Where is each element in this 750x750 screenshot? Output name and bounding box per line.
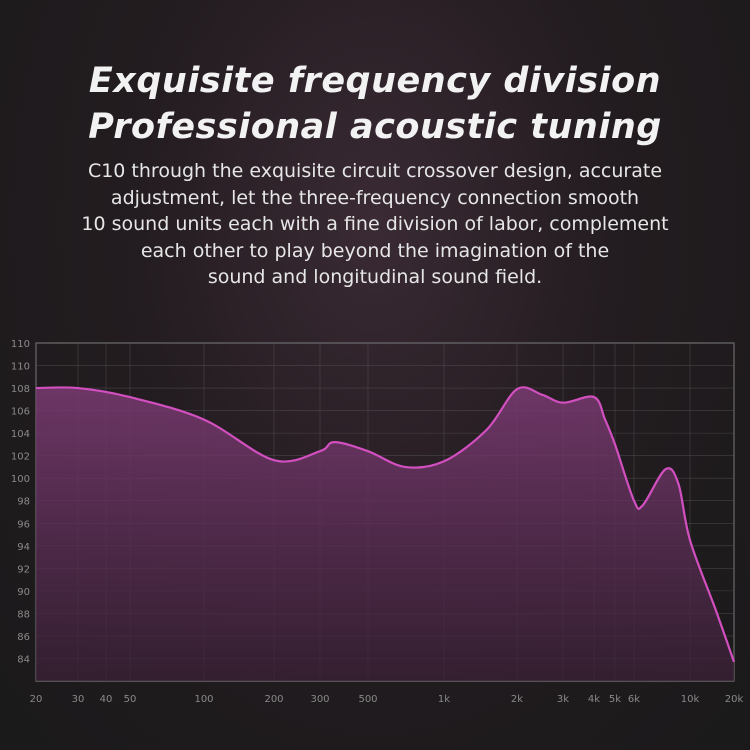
x-tick-label: 5k bbox=[609, 694, 621, 705]
x-tick-label: 20k bbox=[725, 694, 744, 705]
y-tick-label: 84 bbox=[17, 654, 30, 665]
x-tick-label: 30 bbox=[72, 694, 85, 705]
response-curve bbox=[35, 386, 736, 663]
description-line: adjustment, let the three-frequency conn… bbox=[110, 186, 640, 209]
x-tick-label: 40 bbox=[100, 694, 113, 705]
x-tick-label: 2k bbox=[511, 694, 523, 705]
y-tick-label: 98 bbox=[17, 497, 30, 508]
x-tick-label: 500 bbox=[358, 694, 377, 705]
x-tick-label: 20 bbox=[30, 694, 43, 705]
x-tick-label: 3k bbox=[557, 694, 569, 705]
y-tick-label: 90 bbox=[17, 587, 30, 598]
x-tick-label: 300 bbox=[310, 694, 329, 705]
description-line: 10 sound units each with a fine division… bbox=[81, 213, 669, 235]
description-line: C10 through the exquisite circuit crosso… bbox=[87, 160, 663, 182]
y-tick-label: 108 bbox=[11, 384, 30, 395]
x-tick-label: 6k bbox=[628, 694, 640, 705]
y-tick-label: 88 bbox=[17, 609, 30, 620]
y-tick-label: 86 bbox=[17, 632, 30, 643]
y-tick-label: 94 bbox=[17, 542, 30, 553]
x-tick-label: 10k bbox=[681, 694, 700, 705]
x-tick-label: 200 bbox=[264, 694, 283, 705]
response-area bbox=[36, 387, 734, 681]
x-tick-label: 100 bbox=[194, 694, 213, 705]
y-tick-label: 96 bbox=[17, 519, 30, 530]
headline: Exquisite frequency division Professiona… bbox=[0, 58, 750, 150]
y-tick-label: 106 bbox=[11, 407, 30, 418]
x-tick-label: 1k bbox=[438, 694, 450, 705]
y-tick-label: 102 bbox=[11, 452, 30, 463]
headline-line-1: Exquisite frequency division bbox=[88, 61, 662, 101]
description-line: each other to play beyond the imaginatio… bbox=[140, 239, 610, 262]
y-tick-label: 92 bbox=[17, 564, 30, 575]
description: C10 through the exquisite circuit crosso… bbox=[0, 158, 750, 291]
y-tick-label: 104 bbox=[11, 429, 30, 440]
description-line: sound and longitudinal sound field. bbox=[207, 266, 543, 288]
y-tick-label: 110 bbox=[11, 362, 30, 373]
y-tick-label: 110 bbox=[11, 339, 30, 350]
x-tick-label: 4k bbox=[588, 694, 600, 705]
x-tick-label: 50 bbox=[124, 694, 137, 705]
headline-line-2: Professional acoustic tuning bbox=[88, 107, 662, 147]
y-tick-label: 100 bbox=[11, 474, 30, 485]
